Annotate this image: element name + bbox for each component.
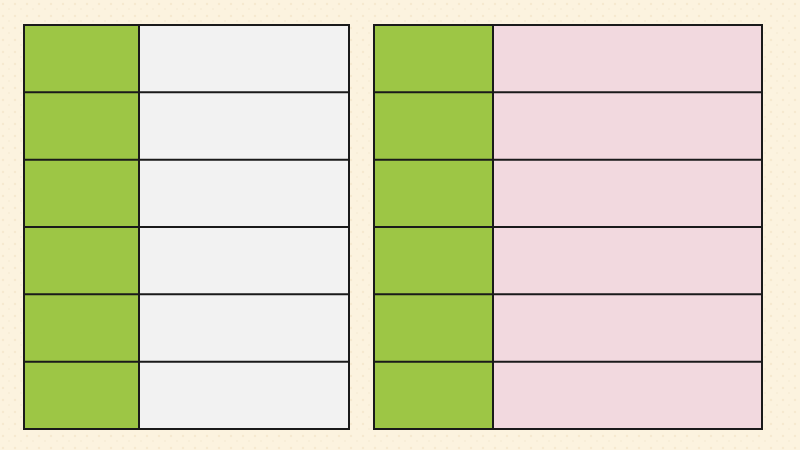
left-table	[23, 24, 350, 430]
right-table	[373, 24, 763, 430]
